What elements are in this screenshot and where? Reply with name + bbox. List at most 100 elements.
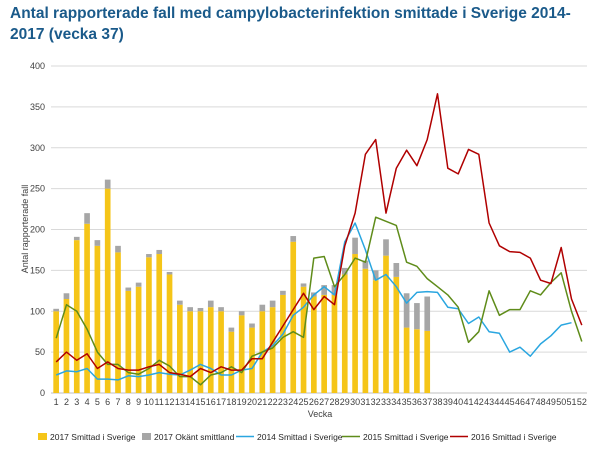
x-tick-label: 4 [85,397,90,407]
series-line-2 [55,93,583,378]
x-tick-label: 13 [175,397,185,407]
x-tick-label: 36 [412,397,422,407]
x-tick-label: 22 [268,397,278,407]
x-tick-labels: 1 2 3 4 5 6 7 8 9 10 11 12 13 14 15 16 17 18 19 20 21 22 23 24 2… [54,397,587,407]
x-tick-label: 31 [360,397,370,407]
bar-s0-w16 [207,307,214,393]
legend: 2017 Smittad i Sverige 2017 Okänt smittla… [38,432,557,442]
bar-s1-w36 [414,303,420,330]
y-tick-label: 400 [30,61,45,71]
x-tick-label: 38 [433,397,443,407]
bar-s1-w30 [352,237,358,255]
series-line-0 [55,222,572,381]
legend-label: 2017 Smittad i Sverige [50,432,136,442]
legend-label: 2014 Smittad i Sverige [257,432,343,442]
bar-s0-w14 [187,311,193,393]
x-tick-label: 25 [299,397,309,407]
y-tick-label: 300 [30,143,45,153]
bar-s0-w2 [63,298,70,393]
x-tick-label: 7 [115,397,120,407]
bar-s0-w17 [218,311,224,393]
x-tick-label: 14 [185,397,195,407]
x-tick-label: 46 [515,397,525,407]
bar-s1-w20 [249,323,255,328]
legend-label: 2016 Smittad i Sverige [471,432,557,442]
bar-s1-w12 [166,272,173,275]
bar-s1-w17 [218,307,224,312]
x-tick-label: 29 [340,397,350,407]
y-tick-label: 150 [30,265,45,275]
x-tick-label: 15 [195,397,205,407]
x-tick-label: 50 [556,397,566,407]
bar-s0-w36 [414,329,420,393]
bar-s0-w7 [115,252,121,393]
y-tick-label: 200 [30,225,45,235]
x-tick-label: 5 [95,397,100,407]
bar-s0-w26 [311,296,317,393]
y-tick-label: 50 [35,347,45,357]
x-tick-label: 48 [536,397,546,407]
bar-s1-w31 [362,260,369,269]
x-tick-label: 26 [309,397,319,407]
chart-title: Antal rapporterade fall med campylobacte… [10,5,571,43]
bar-s1-w27 [321,285,327,295]
x-tick-label: 51 [567,397,577,407]
bar-s1-w32 [372,270,379,281]
x-tick-label: 43 [484,397,494,407]
y-tick-label: 250 [30,184,45,194]
x-tick-label: 37 [422,397,432,407]
bar-s0-w15 [197,311,204,393]
x-tick-label: 41 [463,397,473,407]
bar-s0-w24 [290,241,297,393]
x-tick-label: 40 [453,397,463,407]
bar-s0-w23 [280,294,286,393]
bar-s0-w22 [269,307,276,393]
bar-s0-w32 [372,280,379,393]
bar-s1-w11 [156,249,163,255]
bars-layer [53,179,431,393]
bar-s1-w18 [228,327,235,332]
bar-s0-w27 [321,294,327,393]
bar-s1-w15 [197,307,204,312]
bar-s0-w28 [331,294,338,393]
bar-s1-w35 [403,293,410,328]
bar-s0-w12 [166,274,173,393]
bar-s1-w29 [341,267,348,275]
x-tick-label: 2 [64,397,69,407]
bar-s1-w5 [94,240,101,246]
x-tick-label: 45 [505,397,515,407]
x-axis-label: Vecka [308,409,333,419]
bar-s0-w18 [228,331,235,393]
x-tick-label: 27 [319,397,329,407]
x-tick-label: 42 [474,397,484,407]
y-tick-label: 100 [30,306,45,316]
y-tick-label: 0 [40,388,45,398]
x-tick-label: 49 [546,397,556,407]
bar-s0-w20 [249,327,255,393]
x-tick-label: 10 [144,397,154,407]
series-line-1 [55,216,583,386]
x-tick-label: 32 [371,397,381,407]
bar-s0-w4 [84,223,90,393]
bar-s1-w34 [393,263,400,277]
x-tick-label: 30 [350,397,360,407]
x-tick-label: 1 [54,397,59,407]
bar-s0-w19 [238,315,245,393]
legend-swatch [142,433,151,440]
bar-s0-w3 [73,240,80,393]
bar-s1-w14 [187,307,193,312]
bar-s0-w33 [383,255,389,393]
bar-s1-w16 [207,300,214,308]
x-tick-label: 44 [494,397,504,407]
bar-s0-w8 [125,290,132,393]
bar-s1-w19 [238,311,245,316]
legend-label: 2017 Okänt smittland [154,432,235,442]
x-tick-label: 3 [74,397,79,407]
bar-s1-w2 [63,293,70,299]
bar-s0-w13 [177,304,183,393]
legend-label: 2015 Smittad i Sverige [363,432,449,442]
x-tick-label: 34 [391,397,401,407]
bar-s1-w1 [53,308,59,312]
bar-s1-w37 [424,296,431,331]
bar-s1-w28 [331,285,338,295]
